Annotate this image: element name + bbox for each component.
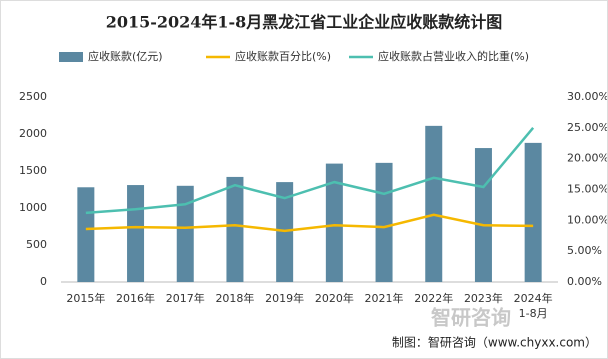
bar xyxy=(325,163,343,282)
legend-label: 应收账款百分比(%) xyxy=(235,49,331,63)
legend-swatch xyxy=(59,52,83,62)
watermark: 智研咨询 xyxy=(431,306,511,330)
y-tick-label: 500 xyxy=(26,238,47,251)
y2-tick-label: 0.00% xyxy=(567,275,602,288)
bar xyxy=(425,125,443,282)
y2-tick-label: 10.00% xyxy=(567,213,607,226)
x-tick-label: 2020年 xyxy=(314,292,354,305)
y-tick-label: 2000 xyxy=(19,127,47,140)
chart-title: 2015-2024年1-8月黑龙江省工业企业应收账款统计图 xyxy=(106,13,503,32)
y2-tick-label: 30.00% xyxy=(567,90,607,103)
x-tick-label: 2015年 xyxy=(66,292,106,305)
y2-tick-label: 5.00% xyxy=(567,244,602,257)
x-tick-label: 2018年 xyxy=(215,292,255,305)
x-tick-label: 2019年 xyxy=(265,292,305,305)
bar xyxy=(375,162,393,282)
source: 制图：智研咨询（www.chyxx.com） xyxy=(392,335,597,350)
bar xyxy=(77,187,95,282)
bar xyxy=(474,148,492,282)
y-tick-label: 0 xyxy=(40,275,47,288)
x-tick-label: 2024年 1-8月 xyxy=(513,292,553,320)
x-tick-label: 2021年 xyxy=(364,292,404,305)
line xyxy=(85,213,534,233)
x-tick-label: 2017年 xyxy=(165,292,205,305)
legend-label: 应收账款占营业收入的比重(%) xyxy=(378,49,529,63)
y-tick-label: 2500 xyxy=(19,90,47,103)
x-tick-label: 2022年 xyxy=(414,292,454,305)
bar xyxy=(226,176,244,282)
bar xyxy=(524,142,542,282)
y2-tick-label: 20.00% xyxy=(567,152,607,165)
x-tick-label: 2016年 xyxy=(116,292,156,305)
legend-label: 应收账款(亿元) xyxy=(88,49,163,63)
line xyxy=(85,127,535,215)
x-tick-label: 2023年 xyxy=(463,292,503,305)
y2-tick-label: 25.00% xyxy=(567,121,607,134)
bar xyxy=(176,185,194,282)
bar xyxy=(127,185,145,282)
y2-tick-label: 15.00% xyxy=(567,183,607,196)
y-tick-label: 1000 xyxy=(19,201,47,214)
y-tick-label: 1500 xyxy=(19,164,47,177)
